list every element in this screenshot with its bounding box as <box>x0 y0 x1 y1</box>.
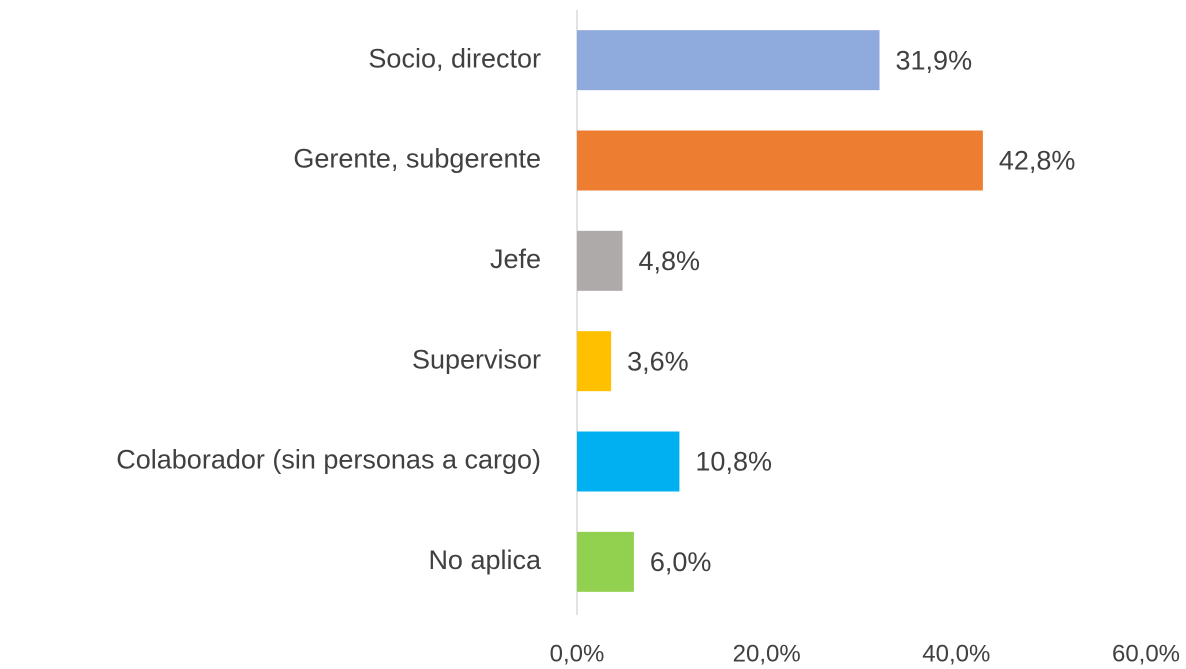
y-tick-label: Supervisor <box>412 344 541 374</box>
bar <box>577 431 680 492</box>
value-label: 31,9% <box>896 45 973 75</box>
x-tick-label: 60,0% <box>1112 640 1180 667</box>
y-tick-label: No aplica <box>428 545 542 575</box>
bar <box>577 230 623 291</box>
bar <box>577 130 983 191</box>
value-label: 4,8% <box>639 246 701 276</box>
y-tick-label: Colaborador (sin personas a cargo) <box>116 445 541 475</box>
y-tick-label: Jefe <box>490 244 541 274</box>
bar <box>577 30 880 91</box>
x-tick-label: 20,0% <box>733 640 801 667</box>
value-label: 6,0% <box>650 547 712 577</box>
value-label: 42,8% <box>999 146 1076 176</box>
value-label: 10,8% <box>695 447 772 477</box>
bar <box>577 331 612 392</box>
value-label: 3,6% <box>627 346 689 376</box>
x-tick-label: 40,0% <box>922 640 990 667</box>
y-tick-label: Gerente, subgerente <box>293 144 541 174</box>
bar <box>577 531 634 592</box>
y-tick-label: Socio, director <box>368 43 541 73</box>
x-tick-label: 0,0% <box>550 640 605 667</box>
